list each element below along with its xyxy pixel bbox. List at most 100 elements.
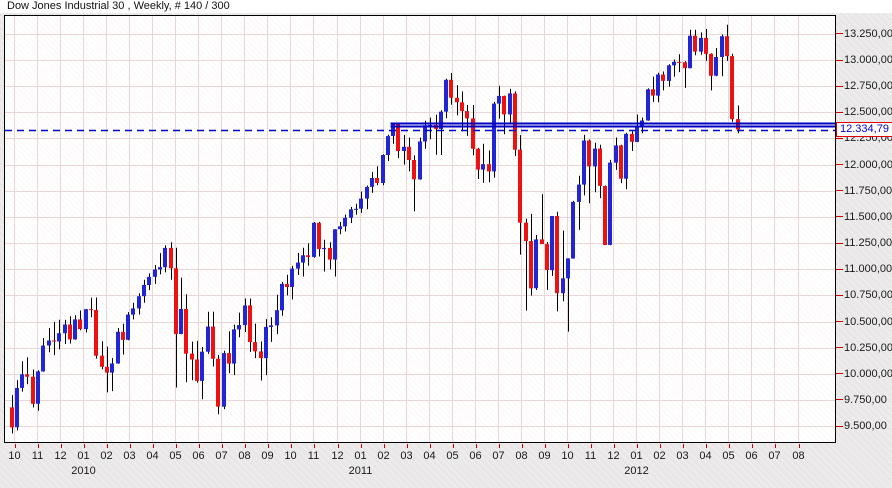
candle-body-bear bbox=[78, 319, 82, 329]
x-axis-month-label: 11 bbox=[31, 450, 44, 462]
x-tick-mark bbox=[636, 444, 638, 448]
y-axis-tick: 12.000,00 bbox=[836, 158, 892, 171]
x-tick-mark bbox=[313, 444, 315, 448]
candle-body-bear bbox=[259, 351, 263, 359]
x-axis-month-label: 05 bbox=[722, 450, 735, 462]
candle-body-bull bbox=[699, 37, 703, 52]
x-tick-mark bbox=[175, 444, 177, 448]
x-tick-mark bbox=[728, 444, 730, 448]
y-axis-label: 13.250,00 bbox=[844, 27, 892, 40]
candle-body-bear bbox=[68, 324, 72, 340]
candle-body-bull bbox=[635, 127, 639, 142]
candle-body-bear bbox=[704, 37, 708, 54]
candle-body-bear bbox=[460, 102, 464, 112]
candle-body-bear bbox=[693, 35, 697, 52]
candle-body-bull bbox=[428, 124, 432, 126]
x-tick-mark bbox=[406, 444, 408, 448]
candle-body-bull bbox=[163, 247, 167, 268]
x-axis-month-label: 06 bbox=[192, 450, 205, 462]
candle-body-bull bbox=[20, 374, 24, 388]
candle-body-bear bbox=[412, 160, 416, 180]
candle-body-bull bbox=[131, 308, 135, 315]
candle-body-bear bbox=[306, 255, 310, 257]
current-price-label: 12.334,79 bbox=[836, 122, 892, 138]
x-axis-month-label: 10 bbox=[561, 450, 574, 462]
y-tick-mark bbox=[836, 164, 843, 166]
x-tick-mark bbox=[659, 444, 661, 448]
candle-body-bull bbox=[116, 331, 120, 364]
candle-body-bull bbox=[301, 255, 305, 263]
candle-body-bull bbox=[349, 209, 353, 218]
candle-body-bear bbox=[317, 222, 321, 250]
y-axis[interactable]: 13.250,00 13.000,00 12.750,00 12.500,00 12.2… bbox=[836, 15, 892, 443]
x-axis-month-label: 06 bbox=[745, 450, 758, 462]
x-axis-month-label: 03 bbox=[123, 450, 136, 462]
candle-body-bear bbox=[227, 353, 231, 364]
x-tick-mark bbox=[705, 444, 707, 448]
x-axis-month-label: 08 bbox=[792, 450, 805, 462]
x-axis-year-label: 2011 bbox=[348, 465, 373, 477]
candle-body-bear bbox=[190, 353, 194, 360]
candle-body-bear bbox=[661, 74, 665, 81]
candle-body-bull bbox=[322, 247, 326, 250]
y-axis-tick: 11.000,00 bbox=[836, 263, 892, 276]
x-tick-mark bbox=[613, 444, 615, 448]
candle-body-bear bbox=[285, 283, 289, 287]
candle-body-bull bbox=[571, 201, 575, 259]
candle-body-bull bbox=[593, 148, 597, 167]
candle-body-bull bbox=[688, 35, 692, 69]
x-tick-mark bbox=[60, 444, 62, 448]
x-axis-month-label: 06 bbox=[469, 450, 482, 462]
x-axis-month-label: 02 bbox=[377, 450, 390, 462]
x-axis-month-label: 05 bbox=[446, 450, 459, 462]
y-axis-label: 10.000,00 bbox=[844, 367, 892, 380]
chart-canvas[interactable] bbox=[5, 16, 835, 442]
candle-body-bull bbox=[577, 184, 581, 202]
x-tick-mark bbox=[221, 444, 223, 448]
y-tick-mark bbox=[836, 137, 843, 139]
candle-body-bull bbox=[402, 146, 406, 151]
y-axis-label: 11.000,00 bbox=[844, 263, 892, 276]
candle-body-bull bbox=[333, 229, 337, 260]
candle-body-bull bbox=[672, 61, 676, 66]
candle-body-bull bbox=[41, 345, 45, 372]
x-tick-mark bbox=[452, 444, 454, 448]
x-tick-mark bbox=[682, 444, 684, 448]
x-axis-month-label: 05 bbox=[169, 450, 182, 462]
x-tick-mark bbox=[383, 444, 385, 448]
y-axis-label: 11.750,00 bbox=[844, 184, 892, 197]
candle-body-bull bbox=[566, 258, 570, 279]
candle-body-bear bbox=[328, 247, 332, 260]
candle-body-bull bbox=[550, 216, 554, 271]
y-axis-label: 9.750,00 bbox=[844, 393, 887, 406]
candle-body-bull bbox=[359, 198, 363, 209]
candle-body-bear bbox=[396, 123, 400, 151]
x-axis[interactable]: 10 11 12 01 02 03 04 05 06 07 08 09 10 11 12 01 02 03 04 05… bbox=[0, 443, 892, 488]
x-tick-mark bbox=[498, 444, 500, 448]
x-axis-month-label: 08 bbox=[238, 450, 251, 462]
x-axis-month-label: 12 bbox=[331, 450, 344, 462]
candle-body-bear bbox=[52, 340, 56, 342]
candle-body-bull bbox=[338, 226, 342, 230]
candle-body-bear bbox=[10, 407, 14, 428]
y-tick-mark bbox=[836, 59, 843, 61]
x-tick-mark bbox=[798, 444, 800, 448]
candle-body-bull bbox=[646, 89, 650, 121]
candle-body-bear bbox=[677, 61, 681, 63]
y-axis-tick: 10.250,00 bbox=[836, 341, 892, 354]
x-axis-month-label: 11 bbox=[584, 450, 597, 462]
x-axis-month-label: 03 bbox=[400, 450, 413, 462]
candle-body-bear bbox=[121, 331, 125, 340]
candle-body-bear bbox=[513, 93, 517, 150]
y-tick-mark bbox=[836, 190, 843, 192]
candle-body-bull bbox=[290, 268, 294, 287]
candle-body-bull bbox=[153, 269, 157, 277]
y-tick-mark bbox=[836, 216, 843, 218]
x-tick-mark bbox=[337, 444, 339, 448]
x-tick-mark bbox=[521, 444, 523, 448]
candle-body-bear bbox=[184, 309, 188, 354]
candle-body-bull bbox=[481, 164, 485, 170]
candle-body-bull bbox=[237, 325, 241, 330]
x-axis-month-label: 09 bbox=[538, 450, 551, 462]
y-tick-mark bbox=[836, 33, 843, 35]
